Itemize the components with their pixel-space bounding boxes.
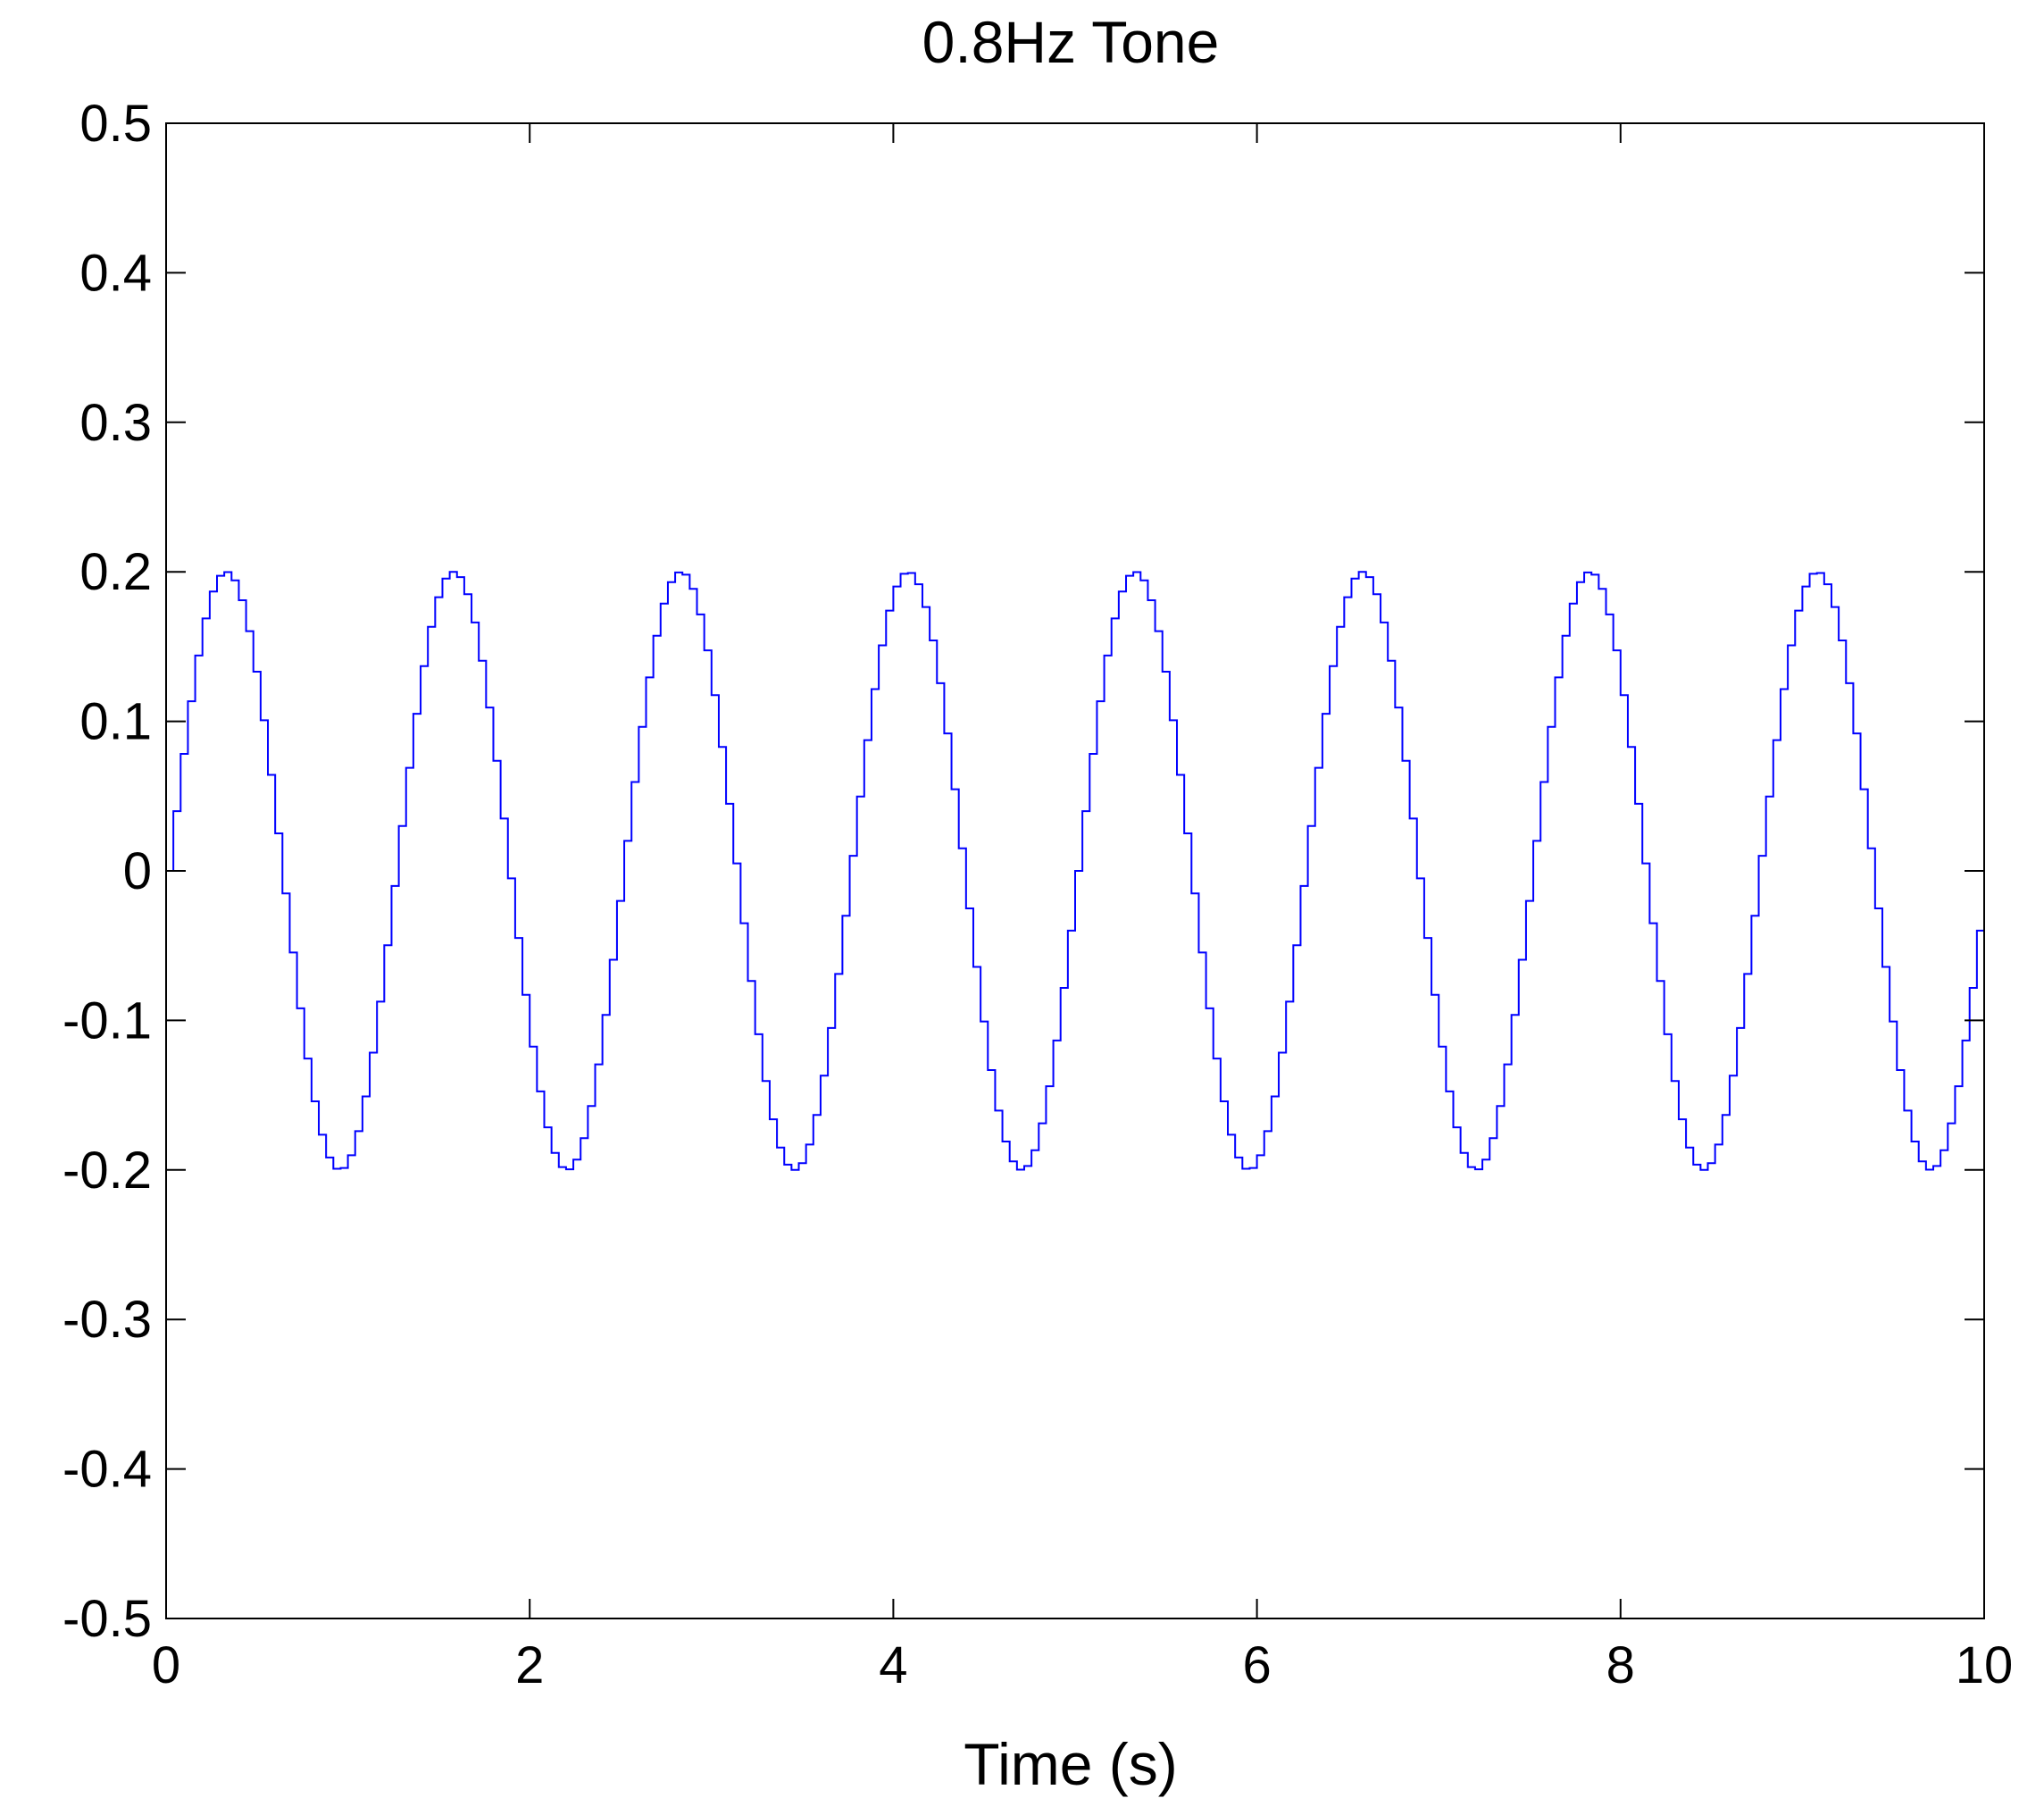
y-tick-label: 0	[123, 842, 152, 900]
y-tick-label: -0.3	[63, 1291, 152, 1349]
y-tick-label: -0.1	[63, 991, 152, 1050]
y-tick-label: 0.2	[79, 543, 152, 601]
x-tick-label: 8	[1606, 1636, 1635, 1694]
y-tick-label: 0.5	[79, 95, 152, 153]
x-tick-label: 4	[879, 1636, 907, 1694]
x-tick-label: 2	[515, 1636, 544, 1694]
series-line	[166, 571, 1985, 1171]
x-tick-label: 6	[1242, 1636, 1271, 1694]
y-tick-label: -0.2	[63, 1142, 152, 1200]
chart-title: 0.8Hz Tone	[922, 9, 1220, 75]
series-group	[166, 571, 1985, 1171]
x-tick-label: 0	[152, 1636, 180, 1694]
y-tick-label: 0.1	[79, 693, 152, 751]
axis-ticks: 0 2 4 6 8 10 0.5 0.4 0.3 0.2 0.1 0 -0.1 -0.2 -0.3 -0.4 -…	[63, 95, 2013, 1694]
y-tick-label: 0.4	[79, 244, 152, 302]
plot-frame	[165, 122, 1985, 1619]
y-tick-label: -0.5	[63, 1590, 152, 1648]
x-axis-label: Time (s)	[964, 1731, 1178, 1797]
x-tick-label: 10	[1956, 1636, 2014, 1694]
y-tick-label: -0.4	[63, 1441, 152, 1499]
y-tick-label: 0.3	[79, 394, 152, 452]
